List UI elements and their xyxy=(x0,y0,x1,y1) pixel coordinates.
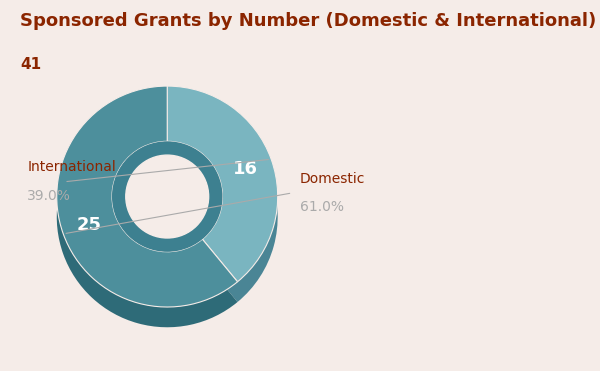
Text: Sponsored Grants by Number (Domestic & International): Sponsored Grants by Number (Domestic & I… xyxy=(20,13,596,30)
Text: 61.0%: 61.0% xyxy=(300,200,344,214)
Text: 16: 16 xyxy=(233,160,258,178)
Circle shape xyxy=(126,155,209,238)
Text: Domestic: Domestic xyxy=(300,171,365,186)
Wedge shape xyxy=(167,106,278,302)
Wedge shape xyxy=(57,106,238,327)
Wedge shape xyxy=(112,207,223,262)
Wedge shape xyxy=(112,141,223,252)
Text: 25: 25 xyxy=(77,216,102,234)
Wedge shape xyxy=(167,86,278,282)
Wedge shape xyxy=(57,86,238,307)
Text: International: International xyxy=(28,160,116,174)
Text: 39.0%: 39.0% xyxy=(28,189,71,203)
Text: 41: 41 xyxy=(20,57,41,72)
